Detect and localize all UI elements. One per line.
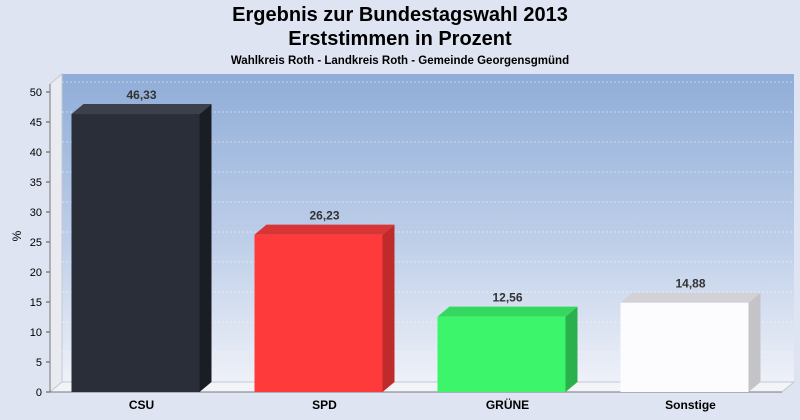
y-tick-label: 15: [30, 297, 42, 309]
y-axis-label: %: [10, 230, 24, 241]
x-tick-label: SPD: [312, 398, 337, 412]
data-label: 14,88: [675, 277, 705, 291]
bar-top: [71, 104, 212, 115]
x-tick-label: GRÜNE: [486, 397, 529, 412]
y-tick-label: 30: [30, 207, 42, 219]
y-tick-label: 20: [30, 267, 42, 279]
bar-csu: [71, 104, 212, 393]
y-tick-label: 50: [30, 87, 42, 99]
y-tick-label: 5: [36, 357, 42, 369]
data-label: 26,23: [309, 209, 339, 223]
bar-side: [199, 104, 212, 393]
bar-front: [71, 114, 200, 393]
bar-sonstige: [620, 292, 761, 392]
chart-title: Ergebnis zur Bundestagswahl 2013: [232, 4, 568, 26]
plot-back-wall: [62, 74, 794, 382]
bar-spd: [254, 224, 395, 392]
x-tick-label: Sonstige: [665, 398, 716, 412]
x-tick-label: CSU: [129, 398, 154, 412]
bar-top: [437, 306, 578, 317]
data-label: 46,33: [126, 88, 156, 102]
bar-front: [254, 234, 383, 392]
bar-side: [382, 224, 395, 392]
y-tick-label: 10: [30, 327, 42, 339]
bar-top: [254, 224, 395, 235]
bar-front: [620, 302, 749, 392]
data-label: 12,56: [492, 291, 522, 305]
chart-caption: Wahlkreis Roth - Landkreis Roth - Gemein…: [230, 55, 570, 67]
bar-grüne: [437, 306, 578, 392]
bar-side: [565, 306, 578, 392]
y-tick-label: 25: [30, 237, 42, 249]
y-tick-label: 0: [36, 387, 42, 399]
bar-top: [620, 292, 761, 303]
y-tick-label: 45: [30, 117, 42, 129]
plot-side-wall: [49, 72, 63, 394]
y-tick-label: 35: [30, 177, 42, 189]
y-tick-label: 40: [30, 147, 42, 159]
chart-subtitle: Erststimmen in Prozent: [288, 28, 512, 50]
bar-front: [437, 316, 566, 392]
bar-side: [748, 292, 761, 392]
